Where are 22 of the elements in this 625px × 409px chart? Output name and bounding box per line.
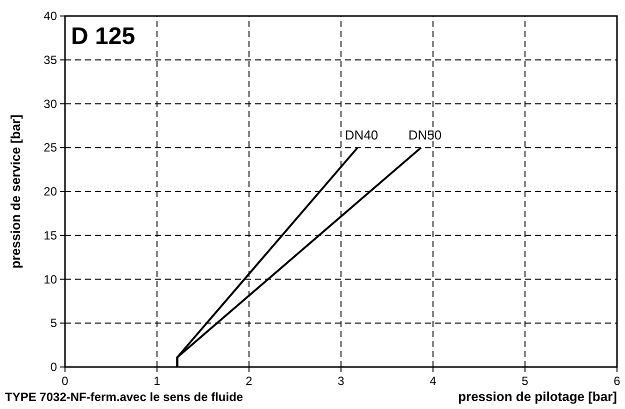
- y-tick-label: 15: [44, 228, 58, 242]
- y-tick-label: 30: [44, 96, 58, 111]
- y-tick-label: 10: [44, 272, 58, 286]
- y-tick-label: 5: [50, 316, 58, 330]
- y-tick-label: 20: [44, 184, 58, 198]
- x-tick-label: 0: [62, 374, 69, 388]
- x-tick-label: 4: [430, 374, 437, 388]
- x-tick-label: 5: [522, 374, 529, 388]
- y-tick-label: 0: [50, 360, 58, 374]
- y-tick-label: 25: [44, 140, 58, 155]
- x-tick-label: 6: [614, 374, 621, 388]
- text: TYPE 7032-NF-ferm.avec le sens de fluide: [5, 390, 244, 404]
- y-axis-title: pression de service [bar]: [8, 114, 23, 268]
- series-label: DN50: [408, 128, 442, 143]
- x-tick-label: 3: [338, 374, 345, 388]
- chart-title: D 125: [71, 23, 136, 50]
- x-axis-title: pression de pilotage [bar]: [458, 389, 617, 404]
- series-label: DN40: [344, 128, 378, 143]
- x-tick-label: 2: [246, 374, 253, 388]
- y-tick-label: 40: [44, 9, 58, 23]
- x-tick-label: 1: [154, 374, 161, 388]
- y-tick-label: 35: [44, 52, 58, 67]
